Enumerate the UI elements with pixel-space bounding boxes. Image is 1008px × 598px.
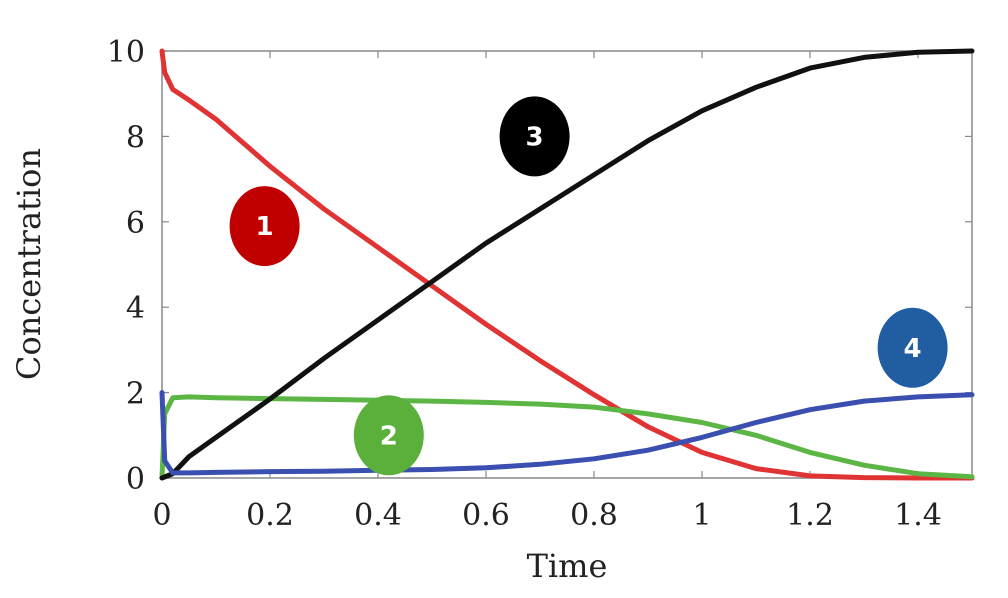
x-tick-label: 0.4 <box>354 498 402 533</box>
y-tick-label: 10 <box>107 35 145 70</box>
annotation-badge-1 <box>229 186 300 267</box>
series-lines <box>159 48 975 481</box>
y-tick-label: 6 <box>126 206 145 241</box>
series-line-4 <box>159 390 975 476</box>
x-tick-label: 0 <box>152 498 171 533</box>
annotation-label-2: 2 <box>380 421 398 451</box>
y-tick-label: 8 <box>126 120 145 155</box>
curve-annotations: 1 2 3 4 <box>229 96 948 476</box>
annotation-label-3: 3 <box>526 122 544 152</box>
y-axis: 0 2 4 6 8 10 <box>107 35 972 497</box>
x-tick-label: 1 <box>692 498 711 533</box>
x-tick-label: 1.2 <box>786 498 834 533</box>
annotation-label-1: 1 <box>256 212 274 242</box>
annotation-label-4: 4 <box>904 334 922 364</box>
series-line-1 <box>159 48 975 481</box>
x-tick-label: 0.2 <box>246 498 294 533</box>
series-line-2 <box>159 394 975 481</box>
y-tick-label: 4 <box>126 291 145 326</box>
annotation-badge-2 <box>353 395 424 476</box>
x-tick-label: 1.4 <box>894 498 942 533</box>
x-axis-label: Time <box>527 547 608 585</box>
x-tick-label: 0.8 <box>570 498 618 533</box>
annotation-badge-4 <box>877 307 948 388</box>
x-axis: 0 0.2 0.4 0.6 0.8 1 1.2 1.4 <box>152 51 942 533</box>
plot-frame <box>161 50 973 479</box>
x-tick-label: 0.6 <box>462 498 510 533</box>
series-line-3 <box>159 48 975 481</box>
y-tick-label: 0 <box>126 462 145 497</box>
y-axis-label: Concentration <box>10 148 48 380</box>
y-tick-label: 2 <box>126 377 145 412</box>
annotation-badge-3 <box>499 96 570 177</box>
